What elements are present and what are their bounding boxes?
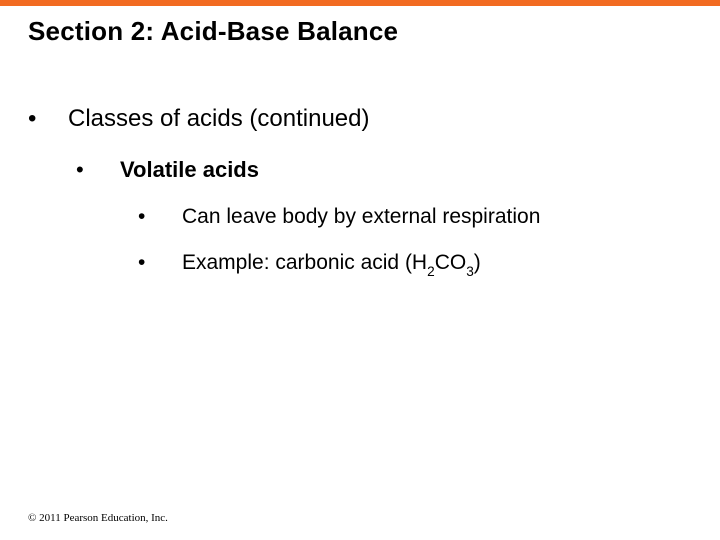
list-item: • Volatile acids [76,157,720,183]
lvl3b-text: Example: carbonic acid (H2CO3) [182,251,481,277]
lvl1-text: Classes of acids (continued) [68,105,369,133]
formula-prefix: Example: carbonic acid (H [182,251,427,274]
bullet-icon: • [76,157,120,183]
list-item: • Example: carbonic acid (H2CO3) [138,251,720,277]
lvl3a-text: Can leave body by external respiration [182,205,540,229]
bullet-icon: • [138,205,182,229]
slide-title: Section 2: Acid-Base Balance [0,6,720,47]
formula-suffix: ) [474,251,481,274]
list-item: • Classes of acids (continued) [28,105,720,133]
bullet-icon: • [138,251,182,277]
list-item: • Can leave body by external respiration [138,205,720,229]
bullet-icon: • [28,105,68,133]
copyright-text: © 2011 Pearson Education, Inc. [28,512,168,524]
lvl2-text: Volatile acids [120,157,259,183]
formula-sub: 2 [427,264,435,279]
formula-mid: CO [435,251,467,274]
formula-sub: 3 [466,264,474,279]
slide-content: • Classes of acids (continued) • Volatil… [0,47,720,277]
